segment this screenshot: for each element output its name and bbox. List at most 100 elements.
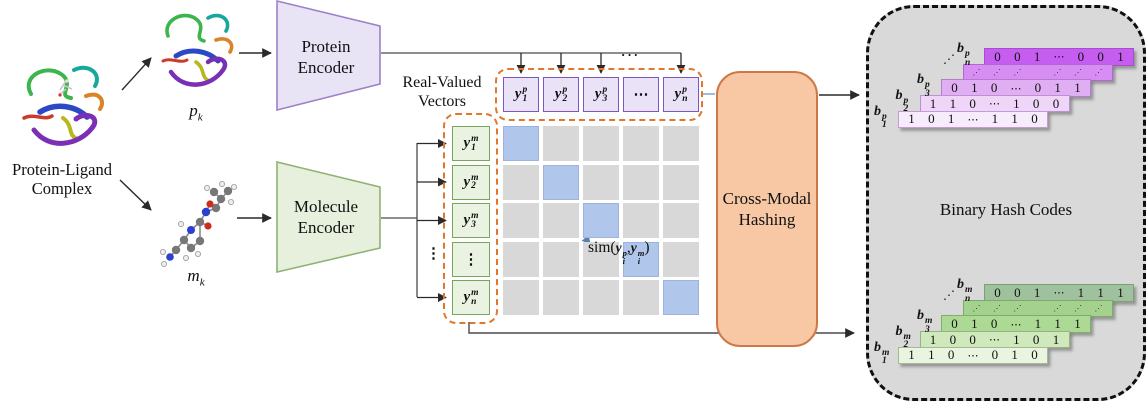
complex-label: Protein-Ligand Complex <box>6 160 118 198</box>
hash-bit: 0 <box>1031 111 1038 127</box>
matrix-cell <box>543 126 579 161</box>
hash-bit: 0 <box>951 80 958 96</box>
hash-bit: 1 <box>1077 284 1085 300</box>
sim-arg2-sub: i <box>637 255 641 266</box>
hash-bit: ⋰ <box>1074 303 1082 313</box>
hash-bit: 1 <box>949 95 957 111</box>
matrix-cell <box>623 126 659 161</box>
protein-instance-label: pk <box>180 101 212 123</box>
molecule-var: m <box>187 266 200 285</box>
sim-open-paren: ( <box>610 239 616 256</box>
hash-codes-title: Binary Hash Codes <box>939 200 1073 219</box>
hash-bit: 0 <box>1032 331 1040 347</box>
matrix-cell <box>663 126 699 161</box>
outer-vdots: ⋮ <box>426 246 441 262</box>
matrix-cell <box>583 241 619 277</box>
molecule-encoder-line1: Molecule <box>293 197 359 216</box>
hashing-line2: Hashing <box>738 210 796 229</box>
matrix-cell <box>623 203 659 238</box>
molecule-instance-label: mk <box>178 266 214 288</box>
matrix-cell <box>503 164 539 200</box>
sim-annotation: sim(y p i ,y m i) <box>588 239 650 265</box>
complex-label-line1: Protein-Ligand <box>12 160 112 179</box>
matrix-cell <box>503 280 539 315</box>
protein-encoder-line1: Protein <box>301 37 351 56</box>
hash-bit: ⋯ <box>967 349 979 362</box>
vector-box-protein: ⋯ <box>623 77 659 112</box>
hash-bit: 1 <box>908 347 915 363</box>
matrix-cell <box>663 164 699 200</box>
hash-bit: 1 <box>1011 111 1018 127</box>
hash-bit: ⋰ <box>993 303 1001 313</box>
hash-stack-dots-molecule: ⋰ <box>943 288 955 303</box>
protein-encoder-shape <box>276 0 381 112</box>
hash-bit: 0 <box>1034 80 1042 96</box>
hash-bit: ⋯ <box>1010 318 1022 331</box>
hash-bit: 1 <box>971 316 978 332</box>
hash-bit: ⋯ <box>988 98 1000 111</box>
matrix-cell <box>583 280 619 315</box>
hash-bit: 1 <box>1054 316 1061 332</box>
hash-code-row-protein: 0 1 0 ⋯ 0 1 1 <box>941 79 1091 97</box>
hash-bit: 0 <box>969 331 976 347</box>
molecule-encoder-shape <box>276 160 381 274</box>
hash-bit: 0 <box>1014 284 1021 300</box>
hash-stack-dots-protein: ⋰ <box>943 52 955 67</box>
hash-bit: 0 <box>994 284 1001 300</box>
hash-bit: ⋰ <box>993 67 1001 77</box>
hash-bit: 0 <box>928 111 935 127</box>
hash-bit: ⋯ <box>1053 51 1065 64</box>
hash-bit: ⋯ <box>967 113 979 126</box>
matrix-cell <box>583 164 619 200</box>
hash-bit: ⋰ <box>972 303 981 313</box>
molecule-var-sub: k <box>199 276 205 289</box>
matrix-cell-diagonal <box>583 203 619 238</box>
hash-bit: 1 <box>1013 95 1020 111</box>
hashing-line1: Cross-Modal <box>722 188 812 208</box>
hash-bit: 1 <box>1033 48 1041 64</box>
hash-bit: 1 <box>908 111 915 127</box>
cross-modal-hashing-label: Cross-Modal Hashing <box>723 188 812 231</box>
hash-bit: 1 <box>929 95 937 111</box>
hash-bit: 1 <box>929 331 937 347</box>
hash-bit: 0 <box>1077 48 1085 64</box>
matrix-cell <box>543 241 579 277</box>
hash-bit: 0 <box>1032 95 1040 111</box>
hash-bit: ⋰ <box>1094 303 1103 313</box>
protein-encoder-line2: Encoder <box>297 58 355 78</box>
matrix-cell <box>503 203 539 238</box>
hash-bit: ⋯ <box>988 334 1000 347</box>
protein-encoder-label: Protein Encoder <box>280 36 372 79</box>
hash-bit: 1 <box>1013 331 1020 347</box>
cross-modal-hashing-box: Cross-Modal Hashing <box>716 71 818 347</box>
hash-bit: ⋰ <box>1094 67 1103 77</box>
hash-bit: 1 <box>1117 48 1124 64</box>
sim-arg1-sub: i <box>622 255 625 266</box>
hash-bit: ⋰ <box>1013 67 1022 77</box>
protein-var-sub: k <box>197 111 203 124</box>
sim-fn: sim <box>588 239 611 256</box>
matrix-cell <box>623 280 659 315</box>
hash-bit: 0 <box>990 316 998 332</box>
matrix-cell <box>583 126 619 161</box>
ligand-molecule-image <box>160 181 238 268</box>
sim-arg2-base: y <box>630 240 637 255</box>
hash-bit: 1 <box>1011 347 1018 363</box>
hash-bit: 0 <box>1052 95 1060 111</box>
sim-close-paren: ) <box>644 239 650 256</box>
hash-bit: 1 <box>991 111 999 127</box>
molecule-encoder-label: Molecule Encoder <box>280 196 372 239</box>
matrix-cell <box>543 280 579 315</box>
